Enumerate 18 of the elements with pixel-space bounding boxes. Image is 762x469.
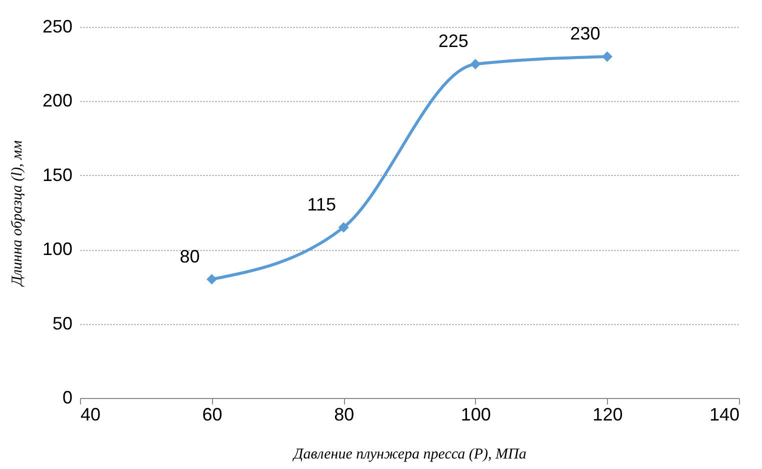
x-tick-label: 60 (202, 404, 222, 424)
x-tick-label: 100 (460, 404, 491, 424)
x-axis-title: Давление плунжера пресса (P), МПа (292, 446, 526, 462)
data-label: 225 (438, 31, 468, 52)
data-label: 115 (307, 194, 336, 214)
data-label: 230 (570, 24, 600, 44)
x-tick-label: 120 (592, 404, 623, 424)
data-label: 80 (180, 246, 200, 266)
y-tick-label: 0 (62, 388, 72, 408)
x-tick-label: 140 (709, 404, 740, 424)
y-tick-label: 50 (52, 313, 72, 334)
y-tick-label: 200 (42, 90, 72, 111)
x-tick-label: 40 (80, 404, 101, 424)
x-tick-label: 80 (334, 404, 354, 424)
y-tick-label: 150 (42, 164, 72, 185)
y-tick-label: 100 (42, 239, 72, 260)
y-axis-title: Длинна образца (l), мм (9, 140, 26, 288)
y-tick-label: 250 (42, 16, 72, 36)
